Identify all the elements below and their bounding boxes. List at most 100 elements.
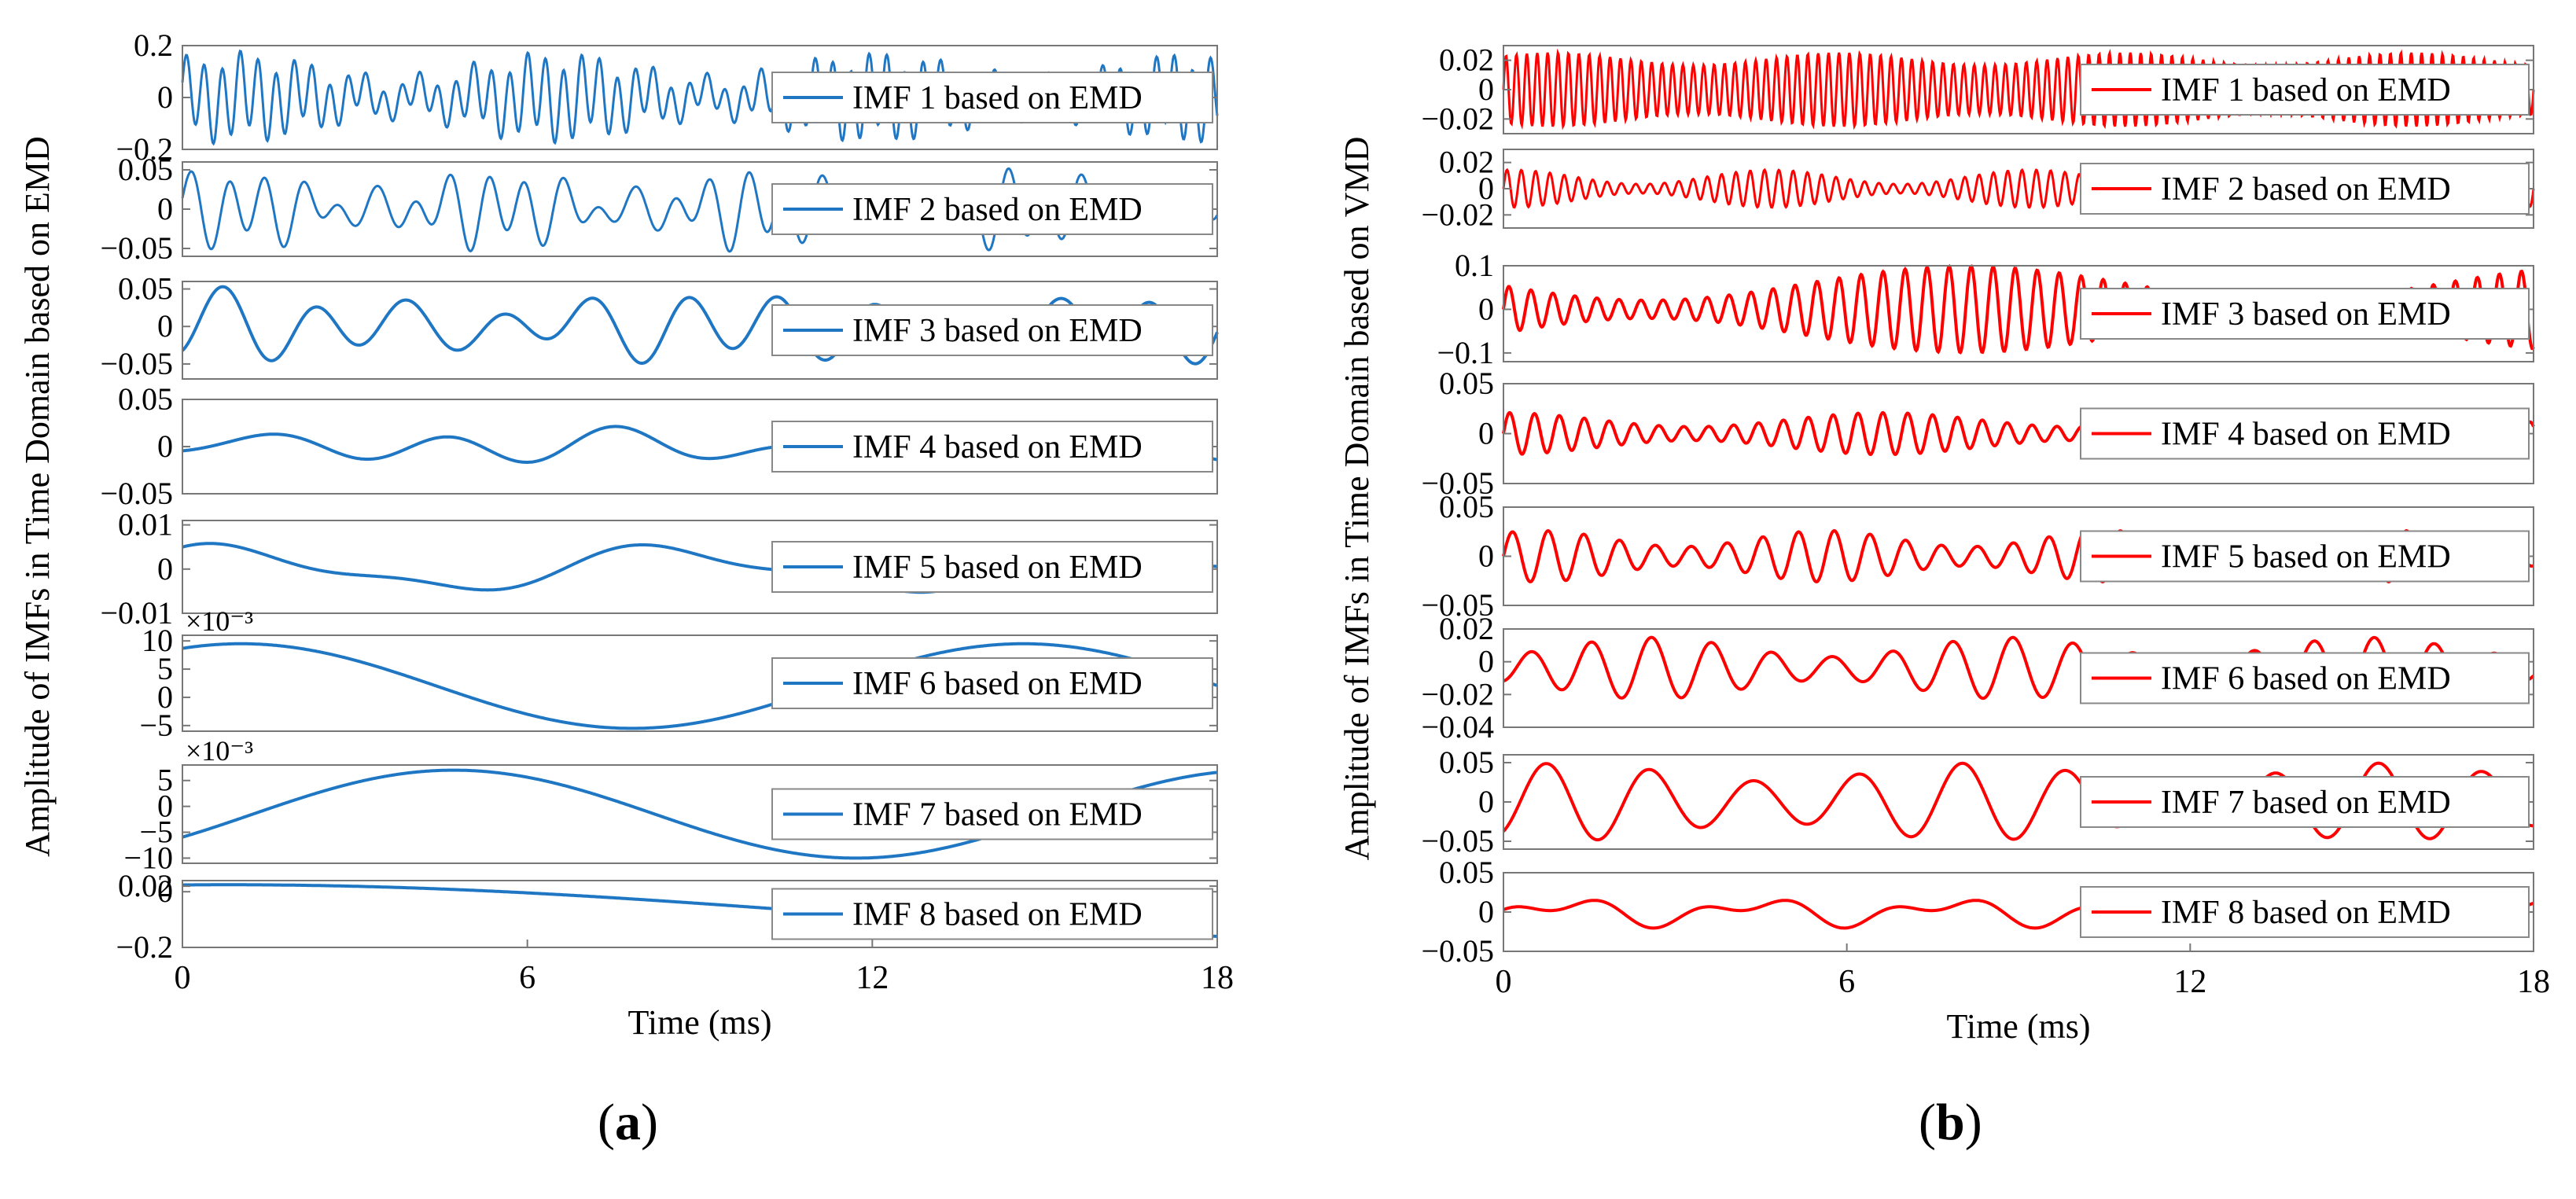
y-tick-label: 0.05: [118, 271, 173, 307]
legend-label: IMF 4 based on EMD: [852, 429, 1143, 465]
y-tick-label: 0.05: [1439, 855, 1494, 890]
x-axis-label: Time (ms): [1947, 1007, 2091, 1046]
legend-box: [2080, 163, 2530, 215]
legend-label: IMF 1 based on EMD: [852, 80, 1143, 116]
y-tick-label: 0.01: [118, 507, 173, 542]
axes-frame: [1503, 265, 2534, 362]
y-tick-label: −0.02: [1421, 197, 1494, 232]
y-tick-label: 0.05: [118, 152, 173, 187]
y-tick-label: 0.2: [134, 28, 173, 63]
subplot-b-4: 0.05 0 −0.05 IMF 4 based on EMD: [1421, 366, 2535, 501]
legend-label: IMF 4 based on EMD: [2161, 417, 2451, 453]
legend-box: [2080, 886, 2530, 938]
legend-box: [771, 183, 1213, 235]
y-tick-label: −0.02: [1421, 101, 1494, 136]
y-tick-label: 0: [157, 79, 173, 115]
caption-b: (b): [1919, 1094, 1982, 1151]
y-tick-label: −0.01: [100, 595, 173, 631]
y-tick-label: 0.02: [1439, 42, 1494, 78]
y-tick-label: 0: [1478, 171, 1494, 206]
y-axis-label: Amplitude of IMFs in Time Domain based o…: [18, 136, 57, 857]
y-tick-label: −5: [139, 815, 173, 850]
legend-label: IMF 2 based on EMD: [2161, 171, 2451, 208]
x-axis-label: Time (ms): [628, 1003, 772, 1042]
legend-label: IMF 6 based on EMD: [2161, 661, 2451, 697]
y-tick-label: 0: [157, 874, 173, 909]
axes-frame: [182, 281, 1218, 380]
legend-label: IMF 5 based on EMD: [852, 550, 1143, 586]
legend-box: [2080, 530, 2530, 583]
x-tick-label: 0: [175, 960, 191, 996]
legend-box: [771, 72, 1213, 123]
y-tick-label: 5: [157, 763, 173, 798]
subplot-a-4: 0.05 0 −0.05 IMF 4 based on EMD: [100, 381, 1218, 511]
subplot-a-3: 0.050−0.05 IMF 3 based on EMD: [100, 271, 1219, 381]
y-tick-label: −0.2: [116, 131, 173, 167]
subplot-a-8: 0.020 −0.2 IMF 8 based on EMD: [116, 868, 1218, 965]
subplot-b-8: 0.05 0 −0.05 IMF 8 based on EMD: [1421, 855, 2534, 969]
y-tick-label: 0: [1478, 72, 1494, 107]
y-tick-label: −0.05: [1421, 823, 1494, 859]
y-tick-label: −0.05: [1421, 465, 1494, 501]
y-tick-label: 0: [1478, 644, 1494, 679]
legend-label: IMF 5 based on EMD: [2161, 539, 2451, 576]
y-tick-label: −0.1: [1437, 335, 1494, 370]
subplot-b-2: 0.020−0.02 IMF 2 based on EMD: [1421, 145, 2535, 232]
x-tick-label: 18: [2517, 964, 2550, 1000]
subplot-a-1: 0.2 0 −0.2 IMF 1 based on EMD: [116, 28, 1219, 167]
subplot-a-5: 0.01 0 −0.01 IMF 5 based on EMD: [100, 507, 1218, 631]
subplot-b-7: 0.05 0 −0.05 IMF 7 based on EMD: [1421, 745, 2534, 859]
legend-label: IMF 1 based on EMD: [2161, 72, 2451, 108]
y-tick-label: 0.05: [118, 381, 173, 417]
x-tick-label: 12: [2173, 964, 2206, 1000]
axes-frame: [182, 634, 1218, 732]
axes-frame: [1503, 628, 2534, 728]
y-tick-label: 0: [157, 428, 173, 464]
legend-label: IMF 3 based on EMD: [852, 313, 1143, 349]
legend-box: [771, 888, 1213, 940]
subplot-b-3: 0.1 0 −0.1 IMF 3 based on EMD: [1437, 248, 2535, 370]
legend-label: IMF 3 based on EMD: [2161, 296, 2451, 333]
y-tick-label: −0.05: [1421, 587, 1494, 623]
y-tick-label: 0: [1478, 291, 1494, 326]
subplot-b-5: 0.05 0 −0.05 IMF 5 based on EMD: [1421, 489, 2534, 623]
y-tick-label: 5: [157, 651, 173, 686]
legend-label: IMF 7 based on EMD: [2161, 785, 2451, 821]
exponent-label: ×10⁻³: [186, 605, 253, 637]
x-tick-label: 0: [1496, 964, 1512, 1000]
axes-frame: [182, 520, 1218, 614]
x-tick-label: 12: [856, 960, 889, 996]
legend-box: [2080, 64, 2530, 116]
y-tick-label: 0: [157, 789, 173, 824]
y-axis-label: Amplitude of IMFs in Time Domain based o…: [1338, 137, 1376, 861]
caption-a: (a): [598, 1094, 658, 1151]
y-tick-label: −0.02: [1421, 676, 1494, 712]
subplot-a-2: 0.05 0 −0.05 IMF 2 based on EMD: [100, 152, 1219, 266]
legend-box: [771, 541, 1213, 593]
axes-frame: [182, 764, 1218, 864]
y-tick-label: −0.05: [100, 476, 173, 511]
y-tick-label: 0.1: [1455, 248, 1494, 283]
x-tick-label: 6: [519, 960, 535, 996]
legend-label: IMF 7 based on EMD: [852, 797, 1143, 833]
y-tick-label: 0.02: [1439, 145, 1494, 180]
subplot-a-7: 50−5−10 ×10⁻³ IMF 7 based on EMD: [123, 735, 1218, 875]
y-tick-label: 0: [1478, 416, 1494, 451]
legend-box: [771, 421, 1213, 473]
y-tick-label: 10: [142, 623, 173, 658]
y-tick-label: −0.2: [116, 929, 173, 965]
legend-label: IMF 8 based on EMD: [852, 897, 1143, 933]
legend-box: [771, 304, 1213, 356]
x-tick-label: 6: [1838, 964, 1855, 1000]
x-tick-label: 18: [1201, 960, 1234, 996]
legend-box: [2080, 776, 2530, 828]
y-tick-label: −10: [123, 840, 173, 875]
y-tick-label: −0.05: [100, 346, 173, 381]
legend-label: IMF 8 based on EMD: [2161, 895, 2451, 931]
legend-box: [2080, 288, 2530, 340]
y-tick-label: −0.05: [100, 230, 173, 266]
y-tick-label: −0.05: [1421, 933, 1494, 969]
